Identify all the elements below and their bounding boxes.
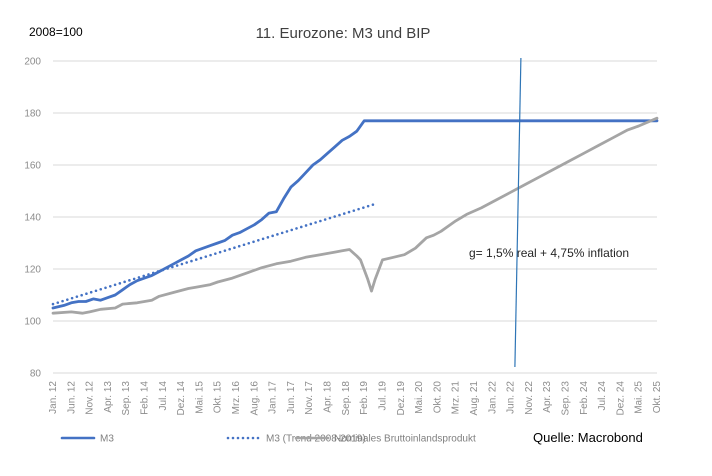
x-tick-label: Jul. 24 — [597, 381, 608, 411]
x-tick-label: Dez. 24 — [615, 381, 626, 416]
y-tick-label: 120 — [24, 265, 41, 276]
x-tick-label: Sep. 18 — [341, 381, 352, 416]
x-tick-label: Okt. 20 — [432, 381, 443, 414]
growth-annotation: g= 1,5% real + 4,75% inflation — [469, 246, 629, 260]
x-tick-label: Dez. 19 — [396, 381, 407, 416]
x-tick-label: Aug. 21 — [469, 381, 480, 416]
x-tick-label: Jul. 19 — [377, 381, 388, 411]
y-axis-ticks: 80 100 120 140 160 180 200 — [24, 57, 41, 380]
x-tick-label: Mai. 15 — [194, 381, 205, 414]
chart-title: 11. Eurozone: M3 und BIP — [256, 25, 431, 42]
vertical-marker-line — [514, 57, 522, 368]
series-group — [51, 116, 659, 315]
x-tick-label: Feb. 14 — [140, 381, 151, 415]
series-line-1 — [51, 202, 377, 306]
x-axis-ticks: Jan. 12 Jun. 12 Nov. 12 Apr. 13 Sep. 13 Feb. … — [48, 381, 663, 416]
x-tick-label: Aug. 16 — [249, 381, 260, 416]
x-tick-label: Apr. 18 — [323, 381, 334, 413]
source-label: Quelle: Macrobond — [533, 430, 643, 445]
y-tick-label: 160 — [24, 161, 41, 172]
legend-label-2: Nominales Bruttoinlandsprodukt — [334, 434, 476, 445]
y-tick-label: 80 — [30, 369, 42, 380]
x-tick-label: Dez. 14 — [176, 381, 187, 416]
x-tick-label: Jul. 14 — [158, 381, 169, 411]
y-tick-label: 100 — [24, 317, 41, 328]
x-tick-label: Okt. 25 — [652, 381, 663, 414]
x-tick-label: Mrz. 16 — [231, 381, 242, 415]
x-tick-label: Mrz. 21 — [451, 381, 462, 415]
y-tick-label: 180 — [24, 109, 41, 120]
x-tick-label: Jun. 22 — [506, 381, 517, 414]
x-tick-label: Jan. 22 — [487, 381, 498, 414]
y-tick-label: 200 — [24, 57, 41, 68]
x-tick-label: Jan. 12 — [48, 381, 59, 414]
x-tick-label: Feb. 24 — [579, 381, 590, 415]
x-tick-label: Mai. 20 — [414, 381, 425, 414]
x-tick-label: Jan. 17 — [268, 381, 279, 414]
y-tick-label: 140 — [24, 213, 41, 224]
gridlines — [53, 60, 657, 374]
x-tick-label: Jun. 12 — [66, 381, 77, 414]
legend-label-0: M3 — [100, 434, 114, 445]
series-line-2 — [51, 116, 659, 315]
x-tick-label: Nov. 17 — [304, 381, 315, 415]
x-tick-label: Sep. 23 — [560, 381, 571, 416]
x-tick-label: Nov. 22 — [524, 381, 535, 415]
x-tick-label: Mai. 25 — [634, 381, 645, 414]
x-tick-label: Apr. 13 — [103, 381, 114, 413]
x-tick-label: Okt. 15 — [213, 381, 224, 414]
x-tick-label: Jun. 17 — [286, 381, 297, 414]
x-tick-label: Sep. 13 — [121, 381, 132, 416]
base-label: 2008=100 — [29, 25, 83, 39]
x-tick-label: Nov. 12 — [85, 381, 96, 415]
x-tick-label: Feb. 19 — [359, 381, 370, 415]
series-line-0 — [51, 119, 659, 310]
x-tick-label: Apr. 23 — [542, 381, 553, 413]
